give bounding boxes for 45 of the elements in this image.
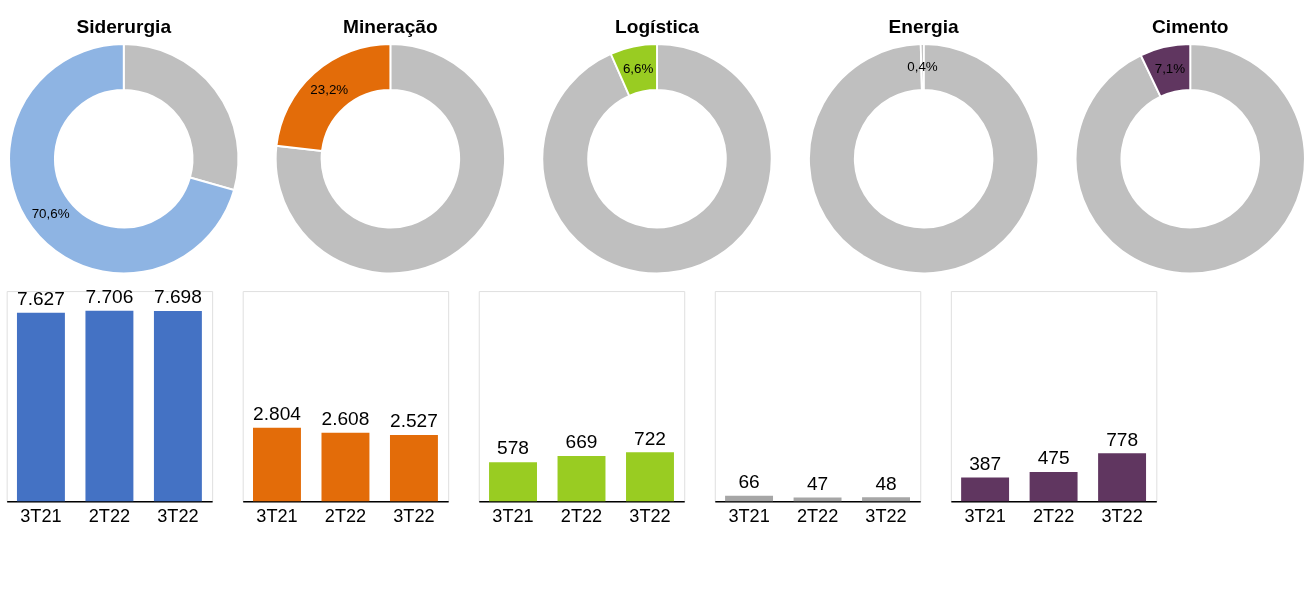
x-tick-label: 3T21 bbox=[964, 505, 1006, 526]
data-label: 2.608 bbox=[321, 408, 370, 430]
data-label: 2.804 bbox=[253, 403, 302, 424]
chart-title: Cimento bbox=[1152, 15, 1229, 37]
data-label: 669 bbox=[565, 431, 598, 453]
data-label: 6,6% bbox=[622, 60, 654, 76]
donut-slice bbox=[541, 43, 773, 275]
x-tick-label: 2T22 bbox=[796, 505, 839, 526]
data-label: 66 bbox=[738, 471, 760, 493]
data-label: 578 bbox=[497, 437, 529, 459]
donut-slice bbox=[274, 43, 506, 275]
x-tick-label: 3T22 bbox=[1101, 505, 1143, 526]
data-label: 7.706 bbox=[85, 286, 134, 308]
donut-slice bbox=[8, 43, 236, 275]
data-label: 722 bbox=[634, 427, 666, 449]
chart-title: Mineração bbox=[343, 15, 438, 37]
data-label: 0,4% bbox=[907, 58, 938, 74]
x-tick-label: 3T22 bbox=[393, 505, 435, 526]
chart-title: Logística bbox=[615, 15, 700, 37]
x-tick-label: 2T22 bbox=[324, 505, 367, 526]
data-label: 387 bbox=[969, 452, 1002, 474]
x-tick-label: 3T22 bbox=[629, 505, 671, 526]
x-tick-label: 2T22 bbox=[1032, 505, 1075, 526]
x-tick-label: 3T22 bbox=[865, 505, 907, 526]
data-label: 475 bbox=[1037, 447, 1070, 469]
chart-title: Energia bbox=[888, 15, 960, 37]
x-tick-label: 2T22 bbox=[88, 505, 131, 526]
data-label: 2.527 bbox=[390, 410, 438, 432]
donut-slice bbox=[1074, 43, 1306, 275]
data-label: 778 bbox=[1106, 428, 1139, 450]
x-tick-label: 2T22 bbox=[560, 505, 603, 526]
data-label: 47 bbox=[806, 472, 829, 494]
x-tick-label: 3T21 bbox=[492, 505, 534, 526]
x-tick-label: 3T21 bbox=[20, 505, 62, 526]
data-label: 7.698 bbox=[153, 286, 202, 308]
x-tick-label: 3T22 bbox=[157, 505, 199, 526]
x-tick-label: 3T21 bbox=[256, 505, 298, 526]
data-label: 7,1% bbox=[1154, 61, 1186, 77]
data-label: 23,2% bbox=[310, 82, 349, 98]
donut-slice bbox=[808, 43, 1040, 275]
data-label: 48 bbox=[875, 472, 897, 494]
x-tick-label: 3T21 bbox=[728, 505, 770, 526]
data-label: 70,6% bbox=[31, 205, 70, 221]
chart-title: Siderurgia bbox=[76, 15, 172, 37]
data-label: 7.627 bbox=[17, 288, 65, 310]
